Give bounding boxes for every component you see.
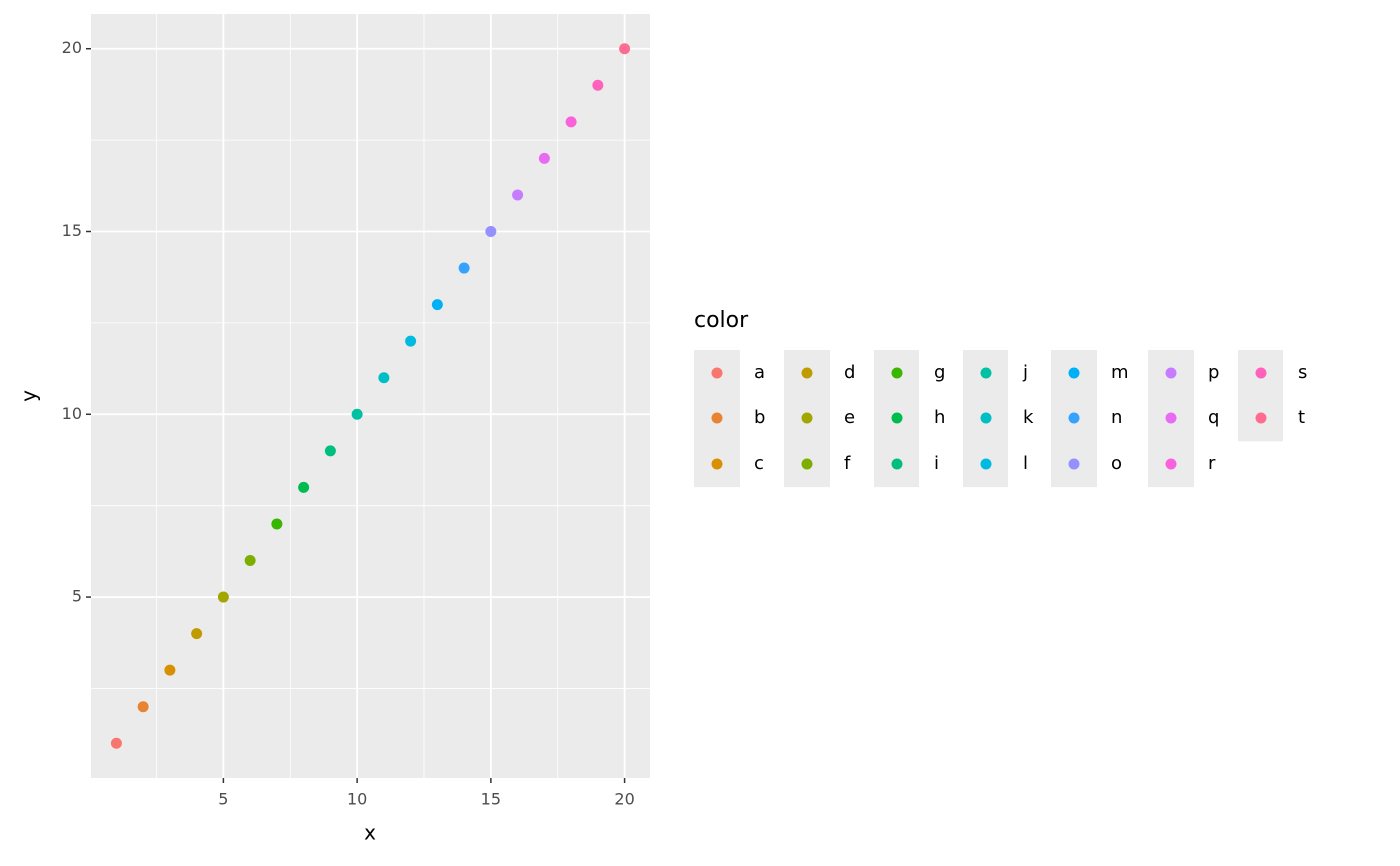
legend-label: k	[1023, 407, 1034, 428]
panel	[91, 14, 650, 778]
point	[619, 43, 631, 55]
legend-label: p	[1208, 362, 1219, 383]
y-tick-label: 20	[62, 38, 82, 57]
legend-label: q	[1208, 407, 1219, 428]
legend-key	[980, 412, 992, 424]
legend-key	[711, 412, 723, 424]
legend-label: s	[1298, 362, 1307, 383]
legend-key	[1068, 367, 1080, 379]
point	[244, 554, 256, 566]
legend-label: g	[934, 362, 945, 383]
point	[351, 408, 363, 420]
legend-label: o	[1111, 453, 1122, 474]
legend-label: j	[1022, 362, 1028, 383]
legend-label: n	[1111, 407, 1122, 428]
legend-label: h	[934, 407, 945, 428]
legend-label: l	[1023, 453, 1028, 474]
legend-label: m	[1111, 362, 1129, 383]
legend-label: b	[754, 407, 765, 428]
point	[137, 701, 149, 713]
legend-label: i	[934, 453, 939, 474]
point	[431, 299, 443, 311]
legend-key	[711, 367, 723, 379]
legend-key	[1068, 458, 1080, 470]
legend-label: f	[844, 453, 851, 474]
legend-key	[1165, 458, 1177, 470]
legend-label: t	[1298, 407, 1305, 428]
y-axis-title: y	[17, 390, 41, 402]
legend-key	[891, 367, 903, 379]
legend-key	[1255, 367, 1267, 379]
x-tick-label: 15	[481, 790, 501, 809]
legend-key	[1068, 412, 1080, 424]
legend-key	[1255, 412, 1267, 424]
point	[298, 481, 310, 493]
legend-label: a	[754, 362, 765, 383]
legend-key	[891, 458, 903, 470]
legend-label: c	[754, 453, 764, 474]
point	[538, 152, 550, 164]
legend-key	[980, 458, 992, 470]
x-tick-label: 5	[218, 790, 228, 809]
point	[164, 664, 176, 676]
point	[217, 591, 229, 603]
legend-key	[801, 458, 813, 470]
x-axis-title: x	[364, 821, 376, 845]
x-tick-label: 20	[614, 790, 634, 809]
legend-title: color	[694, 308, 749, 333]
legend-label: d	[844, 362, 855, 383]
point	[324, 445, 336, 457]
point	[191, 628, 203, 640]
point	[405, 335, 417, 347]
point	[271, 518, 283, 530]
legend-key	[801, 367, 813, 379]
legend-label: r	[1208, 453, 1216, 474]
point	[458, 262, 470, 274]
point	[378, 372, 390, 384]
x-tick-label: 10	[347, 790, 367, 809]
legend-key	[1165, 367, 1177, 379]
legend-key	[711, 458, 723, 470]
point	[485, 226, 497, 238]
point	[512, 189, 524, 201]
legend-label: e	[844, 407, 855, 428]
y-tick-label: 10	[62, 404, 82, 423]
legend-key-background	[1238, 350, 1283, 442]
point	[592, 79, 604, 91]
point	[565, 116, 577, 128]
y-tick-label: 15	[62, 221, 82, 240]
point	[110, 737, 122, 749]
legend-key	[801, 412, 813, 424]
legend-key	[1165, 412, 1177, 424]
legend-key	[980, 367, 992, 379]
y-tick-label: 5	[72, 587, 82, 606]
legend-key	[891, 412, 903, 424]
